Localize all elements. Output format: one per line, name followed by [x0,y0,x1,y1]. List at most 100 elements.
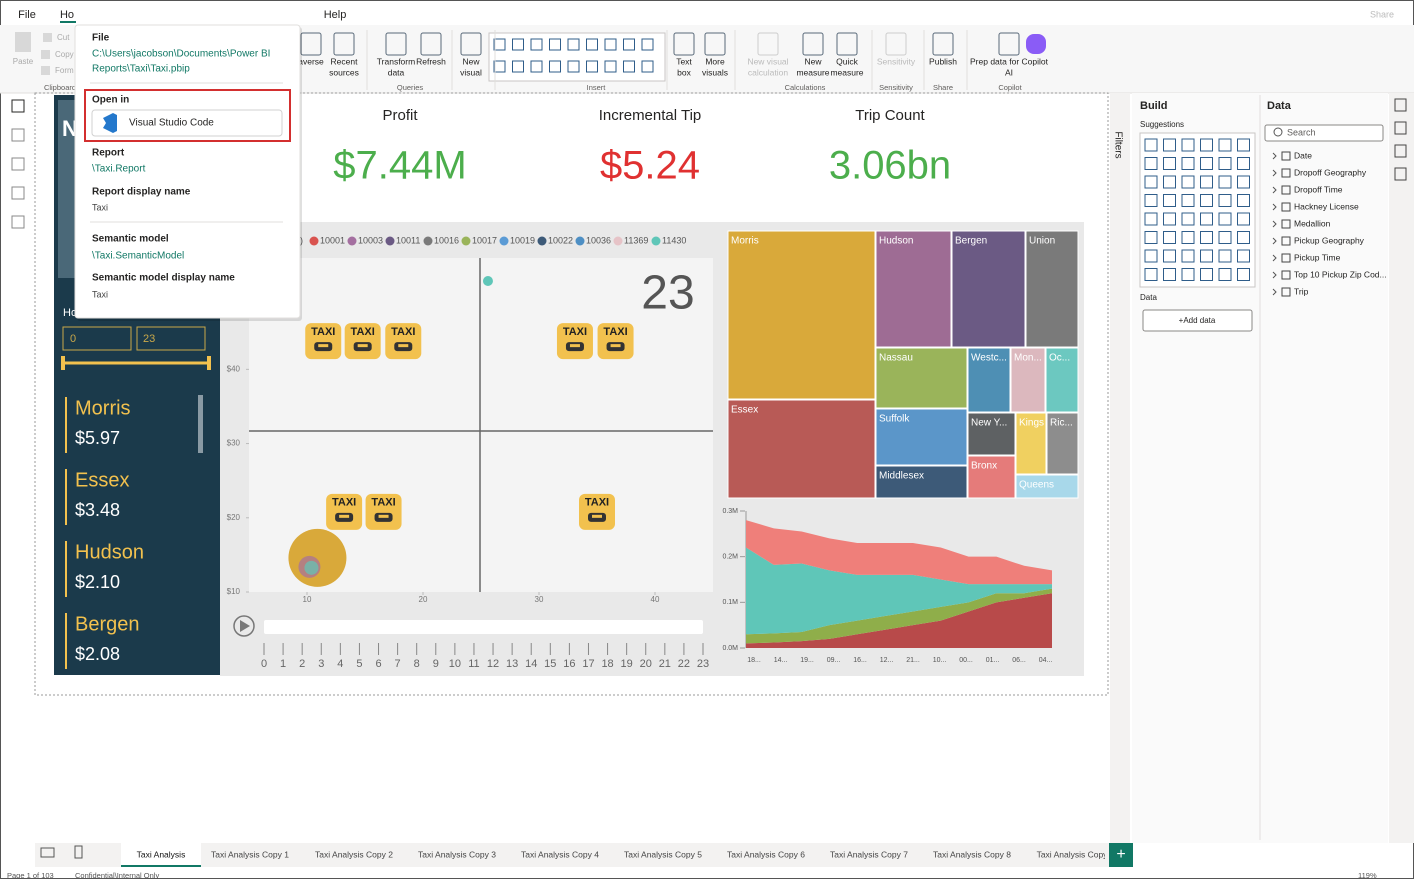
ribbon-button-label[interactable]: Sensitivity [877,56,916,66]
slicer-item-name[interactable]: Hudson [75,541,144,563]
menu-tab[interactable]: Ho [60,9,74,21]
ribbon-button-label[interactable]: visuals [702,67,728,77]
expand-chevron[interactable] [1272,237,1277,245]
clipboard-button[interactable]: Paste [13,57,34,66]
page-tab[interactable]: Taxi Analysis Copy 5 [624,849,702,859]
x-tick-label: 16... [853,657,867,664]
data-field[interactable]: Dropoff Time [1294,184,1343,194]
visual-icon [1163,175,1176,189]
expand-chevron[interactable] [1272,254,1277,262]
pane-title: Data [1267,100,1292,112]
ribbon-group-label: Share [933,83,953,92]
ribbon-button-label[interactable]: Publish [929,56,957,66]
data-field[interactable]: Hackney License [1294,201,1359,211]
taxi-window [339,514,350,518]
expand-chevron[interactable] [1272,169,1277,177]
menu-tab[interactable]: File [18,9,36,21]
ribbon-button-label[interactable]: averse [298,56,324,66]
slicer-item-value[interactable]: $2.08 [75,644,120,664]
treemap-label: Mon... [1014,353,1042,364]
page-tab[interactable]: Taxi Analysis Copy 6 [727,849,805,859]
clipboard-button[interactable]: Form [55,66,74,75]
page-tab[interactable]: Taxi Analysis Copy 1 [211,849,289,859]
ribbon-button-label[interactable]: measure [796,67,829,77]
ribbon-button-label[interactable]: Recent [331,56,359,66]
range-to-text[interactable]: 23 [143,333,155,345]
ribbon-button-label[interactable]: box [677,67,691,77]
ribbon-button-label[interactable]: AI [1005,67,1013,77]
vscode-icon[interactable] [103,113,117,133]
add-page-icon[interactable]: + [1116,846,1125,863]
slicer-item-value[interactable]: $3.48 [75,500,120,520]
ribbon-button-label[interactable]: New visual [747,56,788,66]
play-tick-label: 3 [318,658,324,670]
x-tick-label: 10... [933,657,947,664]
menu-tab[interactable]: Help [324,9,347,21]
slicer-item-value[interactable]: $5.97 [75,428,120,448]
ribbon-button-label[interactable]: New [804,56,822,66]
data-field[interactable]: Pickup Time [1294,252,1341,262]
slicer-item-name[interactable]: Essex [75,469,129,491]
expand-chevron[interactable] [1272,152,1277,160]
page-tab[interactable]: Taxi Analysis Copy 7 [830,849,908,859]
ribbon-button-label[interactable]: data [388,67,405,77]
add-page-button[interactable] [1109,843,1133,867]
expand-chevron[interactable] [1272,288,1277,296]
clipboard-button[interactable]: Copy [55,50,74,59]
gallery-icon [604,38,617,51]
range-from-text[interactable]: 0 [70,333,76,345]
vscode-label[interactable]: Visual Studio Code [129,118,214,129]
search-placeholder[interactable]: Search [1287,127,1316,137]
page-tab[interactable]: Taxi Analysis [137,849,186,859]
page-tab[interactable]: Taxi Analysis Copy 2 [315,849,393,859]
slicer-item-name[interactable]: Morris [75,397,131,419]
page-tab[interactable]: Taxi Analysis Copy 4 [521,849,599,859]
visual-icon [1163,231,1176,244]
expand-chevron[interactable] [1272,220,1277,228]
ribbon-button-label[interactable]: New [462,56,480,66]
ribbon-button-label[interactable]: Refresh [416,56,446,66]
data-field[interactable]: Trip [1294,286,1309,296]
data-field[interactable]: Dropoff Geography [1294,167,1367,177]
card-title: Profit [382,107,418,124]
page-tab[interactable]: Taxi Analysis Copy 8 [933,849,1011,859]
data-field[interactable]: Pickup Geography [1294,235,1365,245]
area-band [746,520,1052,585]
treemap-label: Nassau [879,353,913,364]
slicer-item-name[interactable]: Bergen [75,613,140,635]
ribbon-button-label[interactable]: Text [676,56,692,66]
ribbon-button-label[interactable]: calculation [748,67,788,77]
visual-icon [1237,249,1250,263]
data-field[interactable]: Medallion [1294,218,1331,228]
legend-label: 10036 [586,235,611,245]
play-tick-label: 9 [433,658,439,670]
visual-icon [1200,157,1213,170]
ribbon-button-label[interactable]: visual [460,67,482,77]
data-field[interactable]: Top 10 Pickup Zip Cod... [1294,269,1387,279]
rail-icon [1394,167,1407,181]
visual-icon [1218,194,1232,207]
expand-chevron[interactable] [1272,186,1277,194]
expand-chevron[interactable] [1272,271,1277,279]
ribbon-button-label[interactable]: Prep data for Copilot [970,56,1049,66]
taxi-marker-text: TAXI [563,326,587,338]
ribbon-button-label[interactable]: sources [329,67,359,77]
slicer-item-value[interactable]: $2.10 [75,572,120,592]
x-tick-label: 04... [1039,657,1053,664]
add-data-label[interactable]: +Add data [1179,316,1216,325]
play-icon[interactable] [240,620,250,632]
data-field[interactable]: Date [1294,150,1312,160]
share-button[interactable]: Share [1370,9,1394,19]
page-tab[interactable]: Taxi Analysis Copy [1037,849,1109,859]
ribbon-button-label[interactable]: More [705,56,725,66]
play-button[interactable] [233,615,255,637]
clipboard-button[interactable]: Cut [57,33,70,42]
card-value: 3.06bn [829,144,951,188]
gallery-icon [512,38,524,51]
expand-chevron[interactable] [1272,203,1277,211]
visual-icon [1218,249,1232,263]
ribbon-button-label[interactable]: Quick [836,56,858,66]
ribbon-button-label[interactable]: measure [830,67,863,77]
ribbon-button-label[interactable]: Transform [377,56,415,66]
page-tab[interactable]: Taxi Analysis Copy 3 [418,849,496,859]
